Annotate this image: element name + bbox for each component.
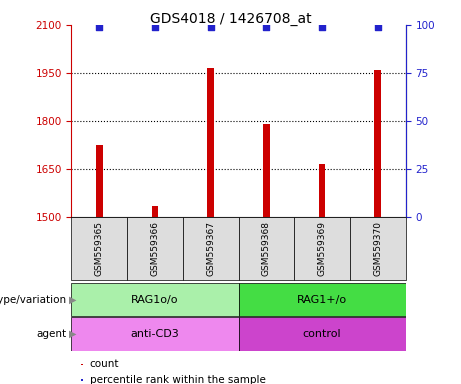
Text: anti-CD3: anti-CD3 <box>130 329 179 339</box>
Bar <box>82 379 83 381</box>
Bar <box>127 217 183 280</box>
Text: ▶: ▶ <box>69 295 77 305</box>
Bar <box>263 124 270 217</box>
Bar <box>294 217 350 280</box>
Text: percentile rank within the sample: percentile rank within the sample <box>90 375 266 384</box>
Point <box>207 24 214 30</box>
Text: ▶: ▶ <box>69 329 77 339</box>
Text: RAG1+/o: RAG1+/o <box>297 295 347 305</box>
Text: genotype/variation: genotype/variation <box>0 295 67 305</box>
Text: control: control <box>303 329 342 339</box>
Bar <box>183 217 238 280</box>
Bar <box>207 68 214 217</box>
Bar <box>82 364 83 365</box>
Point <box>263 24 270 30</box>
Bar <box>152 206 159 217</box>
Bar <box>374 70 381 217</box>
Text: agent: agent <box>37 329 67 339</box>
Bar <box>350 217 406 280</box>
Bar <box>96 145 103 217</box>
Bar <box>71 217 127 280</box>
Text: GSM559370: GSM559370 <box>373 221 382 276</box>
Text: GSM559365: GSM559365 <box>95 221 104 276</box>
Text: GSM559366: GSM559366 <box>150 221 160 276</box>
Text: RAG1o/o: RAG1o/o <box>131 295 179 305</box>
Bar <box>71 283 239 316</box>
Text: GSM559368: GSM559368 <box>262 221 271 276</box>
Point <box>374 24 382 30</box>
Text: GSM559367: GSM559367 <box>206 221 215 276</box>
Point <box>319 24 326 30</box>
Bar <box>238 217 294 280</box>
Point <box>95 24 103 30</box>
Text: GSM559369: GSM559369 <box>318 221 327 276</box>
Bar <box>319 164 325 217</box>
Text: GDS4018 / 1426708_at: GDS4018 / 1426708_at <box>150 12 311 25</box>
Point <box>151 24 159 30</box>
Bar <box>238 283 406 316</box>
Bar <box>238 318 406 351</box>
Bar <box>71 318 239 351</box>
Text: count: count <box>90 359 119 369</box>
